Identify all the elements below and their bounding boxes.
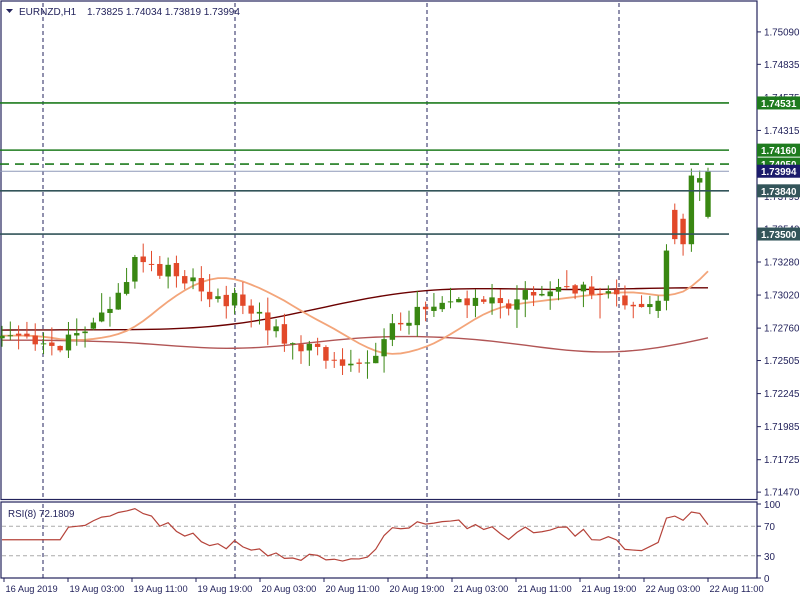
- svg-text:20 Aug 03:00: 20 Aug 03:00: [262, 584, 317, 594]
- svg-text:0: 0: [764, 574, 770, 585]
- svg-text:1.72505: 1.72505: [764, 356, 800, 367]
- svg-text:21 Aug 19:00: 21 Aug 19:00: [582, 584, 637, 594]
- svg-text:20 Aug 19:00: 20 Aug 19:00: [390, 584, 445, 594]
- svg-text:1.73020: 1.73020: [764, 291, 800, 302]
- svg-text:1.73500: 1.73500: [761, 230, 797, 241]
- svg-text:20 Aug 11:00: 20 Aug 11:00: [326, 584, 380, 594]
- svg-text:1.75090: 1.75090: [764, 27, 800, 38]
- svg-text:1.74160: 1.74160: [761, 146, 797, 157]
- svg-text:70: 70: [764, 522, 775, 533]
- svg-text:22 Aug 03:00: 22 Aug 03:00: [646, 584, 701, 594]
- svg-text:30: 30: [764, 552, 775, 563]
- svg-text:1.73994: 1.73994: [761, 167, 797, 178]
- svg-text:100: 100: [764, 500, 781, 511]
- svg-text:21 Aug 03:00: 21 Aug 03:00: [454, 584, 509, 594]
- svg-text:22 Aug 11:00: 22 Aug 11:00: [710, 584, 764, 594]
- svg-text:1.74531: 1.74531: [761, 99, 797, 110]
- svg-text:19 Aug 19:00: 19 Aug 19:00: [198, 584, 253, 594]
- svg-text:1.73280: 1.73280: [764, 258, 800, 269]
- svg-text:1.72760: 1.72760: [764, 324, 800, 335]
- svg-text:1.72245: 1.72245: [764, 389, 800, 400]
- svg-text:1.71985: 1.71985: [764, 422, 800, 433]
- svg-text:16 Aug 2019: 16 Aug 2019: [6, 584, 58, 594]
- svg-text:19 Aug 03:00: 19 Aug 03:00: [70, 584, 125, 594]
- svg-text:EURNZD,H1: EURNZD,H1: [19, 7, 77, 18]
- svg-text:1.74315: 1.74315: [764, 126, 800, 137]
- svg-text:1.71470: 1.71470: [764, 488, 800, 499]
- svg-text:21 Aug 11:00: 21 Aug 11:00: [518, 584, 572, 594]
- svg-text:1.74835: 1.74835: [764, 60, 800, 71]
- svg-text:RSI(8) 72.1809: RSI(8) 72.1809: [8, 509, 74, 520]
- svg-text:1.73825 1.74034 1.73819 1.7399: 1.73825 1.74034 1.73819 1.73994: [87, 7, 240, 18]
- svg-text:19 Aug 11:00: 19 Aug 11:00: [134, 584, 188, 594]
- svg-text:1.71725: 1.71725: [764, 455, 800, 466]
- svg-text:1.73840: 1.73840: [761, 187, 797, 198]
